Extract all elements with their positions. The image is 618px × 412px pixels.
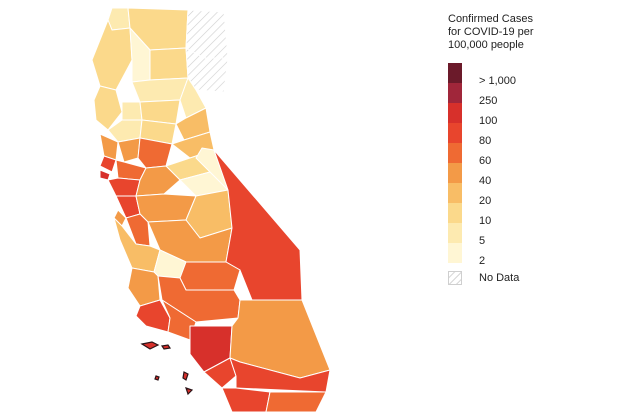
legend-label: 80 — [479, 135, 492, 147]
county-ventura[interactable] — [161, 299, 197, 341]
california-county-map — [91, 7, 331, 412]
legend-swatch-10 — [448, 203, 462, 223]
county-imperial[interactable] — [265, 391, 327, 412]
legend-label: 100 — [479, 115, 498, 127]
legend-label: 250 — [479, 95, 498, 107]
legend-swatch-100 — [448, 103, 462, 123]
county-san-mateo-alameda[interactable] — [107, 177, 141, 197]
county-san-luis-obispo[interactable] — [127, 267, 161, 307]
legend-title-line-2: for COVID-19 per — [448, 26, 534, 38]
legend-no-data-label: No Data — [479, 272, 520, 284]
legend-swatch-no-data — [448, 271, 462, 285]
channel-islands — [140, 341, 194, 396]
county-san-francisco[interactable] — [99, 169, 111, 181]
county-glenn[interactable] — [121, 101, 143, 121]
county-san-diego[interactable] — [221, 387, 271, 412]
county-sierra-nevada[interactable] — [175, 107, 211, 141]
legend-label: 20 — [479, 195, 492, 207]
legend-title-line-3: 100,000 people — [448, 39, 524, 51]
county-riverside[interactable] — [229, 357, 331, 393]
county-yolo-sacramento[interactable] — [137, 137, 173, 169]
legend-swatch-60 — [448, 143, 462, 163]
county-plumas[interactable] — [179, 77, 207, 119]
legend-title-line-1: Confirmed Cases — [448, 13, 533, 25]
county-tulare[interactable] — [179, 261, 241, 291]
county-del-norte[interactable] — [107, 7, 131, 31]
legend-label: 60 — [479, 155, 492, 167]
legend-swatch-250 — [448, 83, 462, 103]
legend-swatch-20 — [448, 183, 462, 203]
county-humboldt[interactable] — [91, 19, 133, 91]
legend-swatch-2 — [448, 243, 462, 263]
legend-swatch-1000 — [448, 63, 462, 83]
legend-label: 5 — [479, 235, 486, 247]
legend-label: > 1,000 — [479, 75, 517, 87]
county-napa[interactable] — [117, 137, 141, 163]
county-tehama[interactable] — [131, 77, 189, 103]
legend-swatch-40 — [448, 163, 462, 183]
legend-label: 40 — [479, 175, 492, 187]
county-shasta[interactable] — [149, 47, 189, 81]
legend-label: 10 — [479, 215, 492, 227]
legend-swatch-5 — [448, 223, 462, 243]
legend-label: 2 — [479, 255, 486, 267]
county-marin[interactable] — [99, 155, 117, 173]
county-san-benito[interactable] — [125, 213, 151, 247]
legend-title: Confirmed Cases for COVID-19 per 100,000… — [448, 13, 568, 52]
legend-swatch-80 — [448, 123, 462, 143]
county-modoc[interactable] — [185, 9, 229, 59]
